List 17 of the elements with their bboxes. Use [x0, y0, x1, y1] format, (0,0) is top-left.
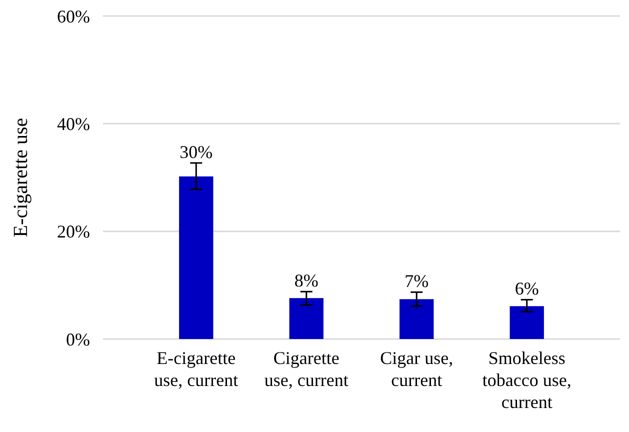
data-label: 7%	[404, 271, 429, 292]
bar	[179, 176, 214, 339]
bar	[289, 298, 324, 339]
x-tick-label: E-cigarette use, current	[154, 348, 238, 390]
x-tick-label: Cigar use, current	[380, 348, 454, 390]
y-axis-title: E-cigarette use	[10, 118, 32, 238]
y-tick-label: 0%	[66, 329, 90, 350]
bar	[510, 306, 544, 339]
data-label: 8%	[294, 270, 318, 291]
bar	[400, 299, 434, 339]
x-tick-label: Cigarette use, current	[264, 348, 348, 390]
y-tick-label: 60%	[57, 6, 90, 26]
x-tick-label: Smokeless tobacco use, current	[482, 348, 572, 412]
data-label: 30%	[180, 142, 213, 162]
data-label: 6%	[514, 278, 539, 299]
y-tick-label: 40%	[57, 114, 90, 134]
y-tick-label: 20%	[57, 222, 90, 242]
